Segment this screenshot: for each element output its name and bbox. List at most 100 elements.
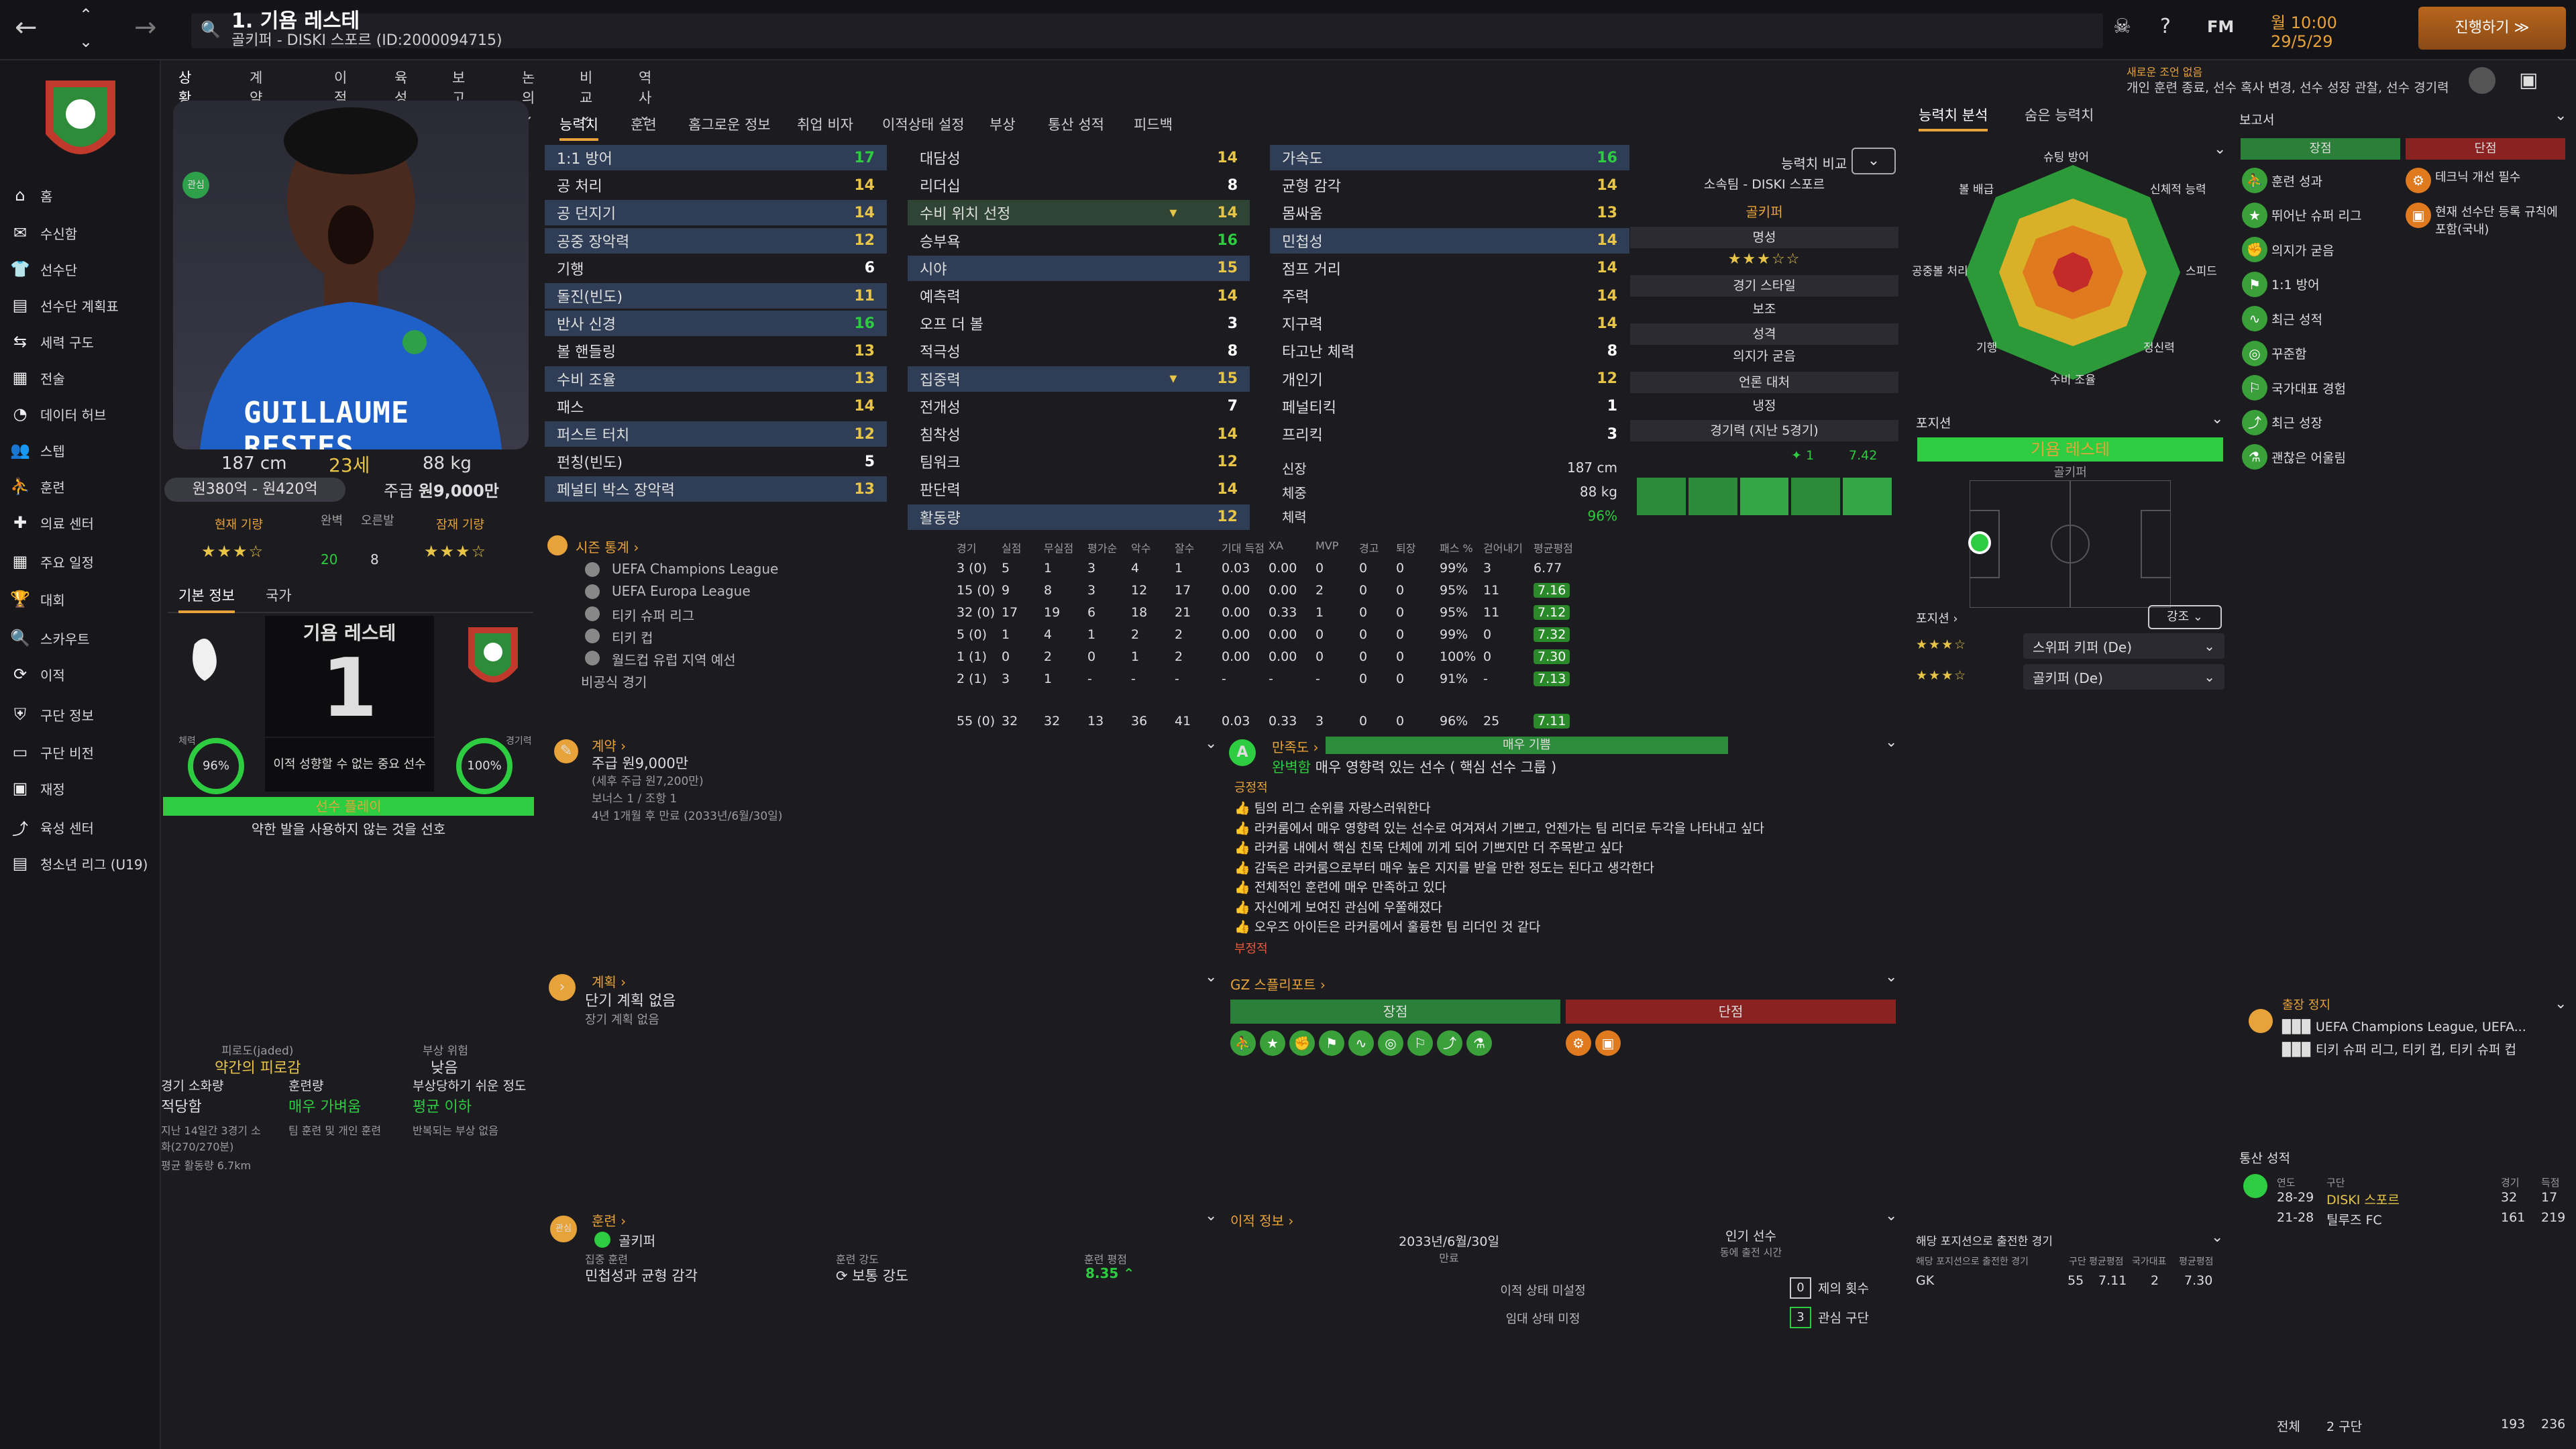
- career-row[interactable]: 21-28 틸루즈 FC 161 219: [2239, 1210, 2568, 1230]
- interest-badge[interactable]: 관심: [182, 172, 209, 199]
- technique-icon[interactable]: ⚙: [1566, 1030, 1591, 1056]
- stats-row[interactable]: UEFA Champions League 3 (0) 5 1 3 4 1 0.03 0.00 0…: [547, 558, 1902, 580]
- sidebar-item-training[interactable]: ⛹ 훈련: [0, 470, 161, 503]
- attribute-row[interactable]: 지구력 14: [1270, 311, 1629, 336]
- attribute-row[interactable]: 패스 14: [545, 394, 887, 419]
- suspension-collapse-icon[interactable]: ⌄: [2555, 996, 2567, 1012]
- gz-collapse-icon[interactable]: ⌄: [1885, 969, 1898, 985]
- happiness-title[interactable]: 만족도 ›: [1272, 739, 1319, 755]
- sidebar-item-squad[interactable]: 👕 선수단: [0, 252, 161, 286]
- back-icon[interactable]: ←: [15, 12, 38, 43]
- sidebar-item-dynamics[interactable]: ⇆ 세력 구도: [0, 325, 161, 358]
- interested-clubs-count[interactable]: 3: [1790, 1307, 1811, 1328]
- attribute-row[interactable]: 집중력 ▾ 15: [908, 366, 1250, 392]
- sidebar-item-medical[interactable]: ✚ 의료 센터: [0, 506, 161, 539]
- tab-transfer-status[interactable]: 이적상태 설정: [882, 117, 965, 133]
- report-weakness-item[interactable]: ▣ 현재 선수단 등록 규칙에 포함(국내): [2406, 202, 2567, 237]
- sidebar-item-scouting[interactable]: 🔍 스카우트: [0, 621, 161, 655]
- report-strength-item[interactable]: ⚗ 괜찮은 어울림: [2242, 444, 2346, 470]
- oneone-icon[interactable]: ⚑: [1319, 1030, 1344, 1056]
- attribute-row[interactable]: 시야 15: [908, 255, 1250, 281]
- attribute-row[interactable]: 주력 14: [1270, 283, 1629, 309]
- growth-icon[interactable]: ⤴: [1437, 1030, 1462, 1056]
- report-strength-item[interactable]: ⤴ 최근 성장: [2242, 409, 2322, 435]
- attribute-row[interactable]: 1:1 방어 17: [545, 145, 887, 170]
- stats-row[interactable]: 티키 컵 5 (0) 1 4 1 2 2 0.00 0.00 0 0 0 99% 0 7.32: [547, 625, 1902, 647]
- sidebar-item-transfers[interactable]: ⟳ 이적: [0, 657, 161, 691]
- report-weakness-item[interactable]: ⚙ 테크닉 개선 필수: [2406, 168, 2567, 193]
- avatar[interactable]: [2469, 67, 2496, 94]
- flask-icon[interactable]: ⚗: [1466, 1030, 1492, 1056]
- skull-icon[interactable]: ☠: [2113, 15, 2131, 38]
- sidebar-item-development[interactable]: ⤴ 육성 센터: [0, 810, 161, 844]
- sidebar-item-staff[interactable]: 👥 스텝: [0, 433, 161, 467]
- attribute-row[interactable]: 예측력 14: [908, 283, 1250, 309]
- tab-injuries[interactable]: 부상: [989, 117, 1016, 133]
- position-apps-collapse-icon[interactable]: ⌄: [2211, 1229, 2224, 1246]
- attribute-row[interactable]: 수비 조율 13: [545, 366, 887, 392]
- attribute-row[interactable]: 침착성 14: [908, 421, 1250, 447]
- tab-hidden-attributes[interactable]: 숨은 능력치: [2025, 107, 2094, 123]
- tab-attribute-analysis[interactable]: 능력치 분석: [1919, 105, 1988, 131]
- tab-career-stats[interactable]: 통산 성적: [1048, 117, 1104, 133]
- attribute-row[interactable]: 타고난 체력 8: [1270, 338, 1629, 364]
- attribute-row[interactable]: 돌진(빈도) 11: [545, 283, 887, 309]
- training-title[interactable]: 훈련 ›: [592, 1213, 627, 1229]
- registration-icon[interactable]: ▣: [1595, 1030, 1621, 1056]
- sidebar-item-club-vision[interactable]: ▭ 구단 비전: [0, 735, 161, 769]
- report-strength-item[interactable]: ∿ 최근 성적: [2242, 306, 2322, 331]
- analysis-collapse-icon[interactable]: ⌄: [2214, 141, 2226, 158]
- sidebar-item-competitions[interactable]: 🏆 대회: [0, 582, 161, 616]
- search-bar[interactable]: 🔍 1. 기욤 레스테 골키퍼 - DISKI 스포르 (ID:20000947…: [191, 9, 2103, 49]
- tab-homegrown[interactable]: 홈그로운 정보: [688, 117, 771, 133]
- attribute-row[interactable]: 공 던지기 14: [545, 200, 887, 226]
- reports-collapse-icon[interactable]: ⌄: [2555, 107, 2567, 124]
- attribute-row[interactable]: 오프 더 볼 3: [908, 311, 1250, 336]
- stats-row[interactable]: 비공식 경기 2 (1) 3 1 - - - - - - 0 0 91% - 7.13: [547, 669, 1902, 691]
- attribute-row[interactable]: 적극성 8: [908, 338, 1250, 364]
- role-section-label[interactable]: 포지션 ›: [1916, 612, 1958, 626]
- attribute-row[interactable]: 가속도 16: [1270, 145, 1629, 170]
- plans-title[interactable]: 계획 ›: [592, 974, 627, 990]
- stats-row[interactable]: UEFA Europa League 15 (0) 9 8 3 12 17 0.00 0.00 2…: [547, 580, 1902, 602]
- report-strength-item[interactable]: ★ 뛰어난 슈퍼 리그: [2242, 202, 2361, 228]
- tab-basic-info[interactable]: 기본 정보: [178, 585, 235, 613]
- gk-position-marker[interactable]: [1968, 531, 1991, 554]
- down-icon[interactable]: ⌄: [79, 32, 93, 51]
- sidebar-item-squad-plan[interactable]: ▤ 선수단 계획표: [0, 288, 161, 322]
- tab-training[interactable]: 훈련: [631, 117, 657, 133]
- attribute-row[interactable]: 공중 장악력 12: [545, 227, 887, 254]
- report-strength-item[interactable]: ✊ 의지가 굳음: [2242, 237, 2334, 262]
- sidebar-item-youth-league[interactable]: ▤ 청소년 리그 (U19): [0, 847, 161, 880]
- tab-feedback[interactable]: 피드백: [1134, 117, 1173, 133]
- attribute-row[interactable]: 퍼스트 터치 12: [545, 421, 887, 447]
- stats-row[interactable]: 티키 슈퍼 리그 32 (0) 17 19 6 18 21 0.00 0.33 1 0 0 95% 11 7…: [547, 602, 1902, 625]
- attribute-row[interactable]: 활동량 12: [908, 504, 1250, 530]
- attribute-row[interactable]: 대담성 14: [908, 145, 1250, 170]
- star-icon[interactable]: ★: [1260, 1030, 1285, 1056]
- attribute-row[interactable]: 페널티 박스 장악력 13: [545, 476, 887, 502]
- tab-attributes[interactable]: 능력치: [559, 114, 598, 141]
- sidebar-item-inbox[interactable]: ✉ 수신함: [0, 216, 161, 250]
- flag-icon[interactable]: ⚐: [1407, 1030, 1433, 1056]
- contract-title[interactable]: 계약 ›: [592, 738, 627, 754]
- sidebar-item-schedule[interactable]: ▦ 주요 일정: [0, 545, 161, 578]
- fm-logo[interactable]: FM: [2207, 17, 2235, 36]
- transfer-info-title[interactable]: 이적 정보 ›: [1230, 1213, 1294, 1229]
- will-icon[interactable]: ✊: [1289, 1030, 1315, 1056]
- emphasis-dropdown[interactable]: 강조 ⌄: [2148, 605, 2222, 629]
- sidebar-item-data-hub[interactable]: ◔ 데이터 허브: [0, 397, 161, 431]
- attribute-row[interactable]: 수비 위치 선정 ▾ 14: [908, 200, 1250, 226]
- report-strength-item[interactable]: ⚑ 1:1 방어: [2242, 271, 2320, 297]
- report-strength-item[interactable]: ⚐ 국가대표 경험: [2242, 375, 2346, 400]
- tab-work-permit[interactable]: 취업 비자: [797, 117, 853, 133]
- screen-icon[interactable]: ▣: [2519, 68, 2538, 92]
- attribute-row[interactable]: 기행 6: [545, 256, 887, 281]
- positions-collapse-icon[interactable]: ⌄: [2211, 411, 2224, 427]
- tab-nation[interactable]: 국가: [266, 588, 292, 604]
- menu-history[interactable]: 역사 ⌄: [639, 70, 652, 123]
- attribute-row[interactable]: 볼 핸들링 13: [545, 338, 887, 364]
- attribute-row[interactable]: 균형 감각 14: [1270, 172, 1629, 198]
- forward-icon[interactable]: →: [134, 12, 157, 43]
- attribute-row[interactable]: 리더십 8: [908, 172, 1250, 198]
